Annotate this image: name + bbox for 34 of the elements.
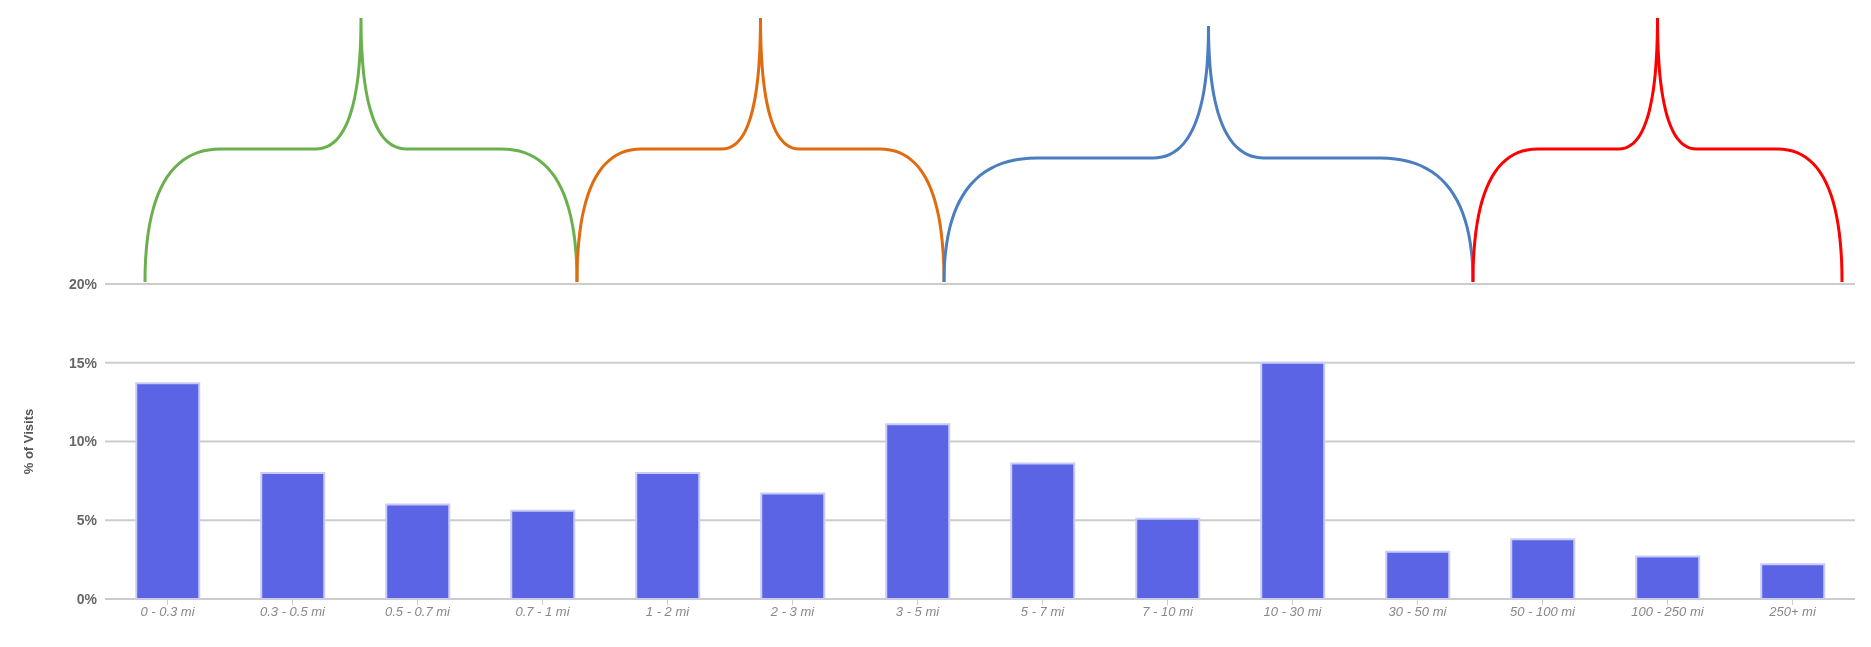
x-tick-label: 0 - 0.3 mi (140, 604, 196, 620)
bar (1385, 550, 1451, 599)
bar (260, 472, 326, 599)
y-tick-label: 0% (76, 590, 98, 607)
x-tick-label: 3 - 5 mi (895, 604, 941, 620)
y-tick-label: 10% (68, 433, 98, 450)
bar (1635, 555, 1701, 599)
x-tick-label: 250+ mi (1768, 604, 1817, 620)
x-tick-label: 10 - 30 mi (1263, 604, 1323, 620)
bar (1510, 538, 1576, 599)
bar (510, 509, 576, 599)
x-tick-label: 50 - 100 mi (1509, 604, 1577, 620)
x-tick-label: 100 - 250 mi (1631, 604, 1705, 620)
bar (1760, 563, 1826, 599)
x-tick-label: 5 - 7 mi (1020, 604, 1066, 620)
x-tick-label: 7 - 10 mi (1142, 604, 1194, 620)
bar (885, 423, 951, 599)
x-tick-label: 0.7 - 1 mi (515, 604, 571, 620)
bar (760, 492, 826, 599)
y-tick-label: 15% (68, 354, 98, 371)
x-tick-label: 0.5 - 0.7 mi (384, 604, 452, 620)
x-tick-label: 30 - 50 mi (1388, 604, 1448, 620)
bar (1260, 361, 1326, 599)
x-tick-label: 0.3 - 0.5 mi (259, 604, 327, 620)
bar (1135, 517, 1201, 599)
x-tick-label: 1 - 2 mi (645, 604, 691, 620)
y-tick-label: 20% (68, 275, 98, 292)
bar (385, 503, 451, 599)
y-axis-title: % of Visits (20, 408, 36, 475)
x-tick-label: 2 - 3 mi (769, 604, 816, 620)
y-tick-label: 5% (76, 512, 98, 529)
bar (635, 472, 701, 599)
bar (1010, 462, 1076, 599)
bar (135, 382, 201, 599)
